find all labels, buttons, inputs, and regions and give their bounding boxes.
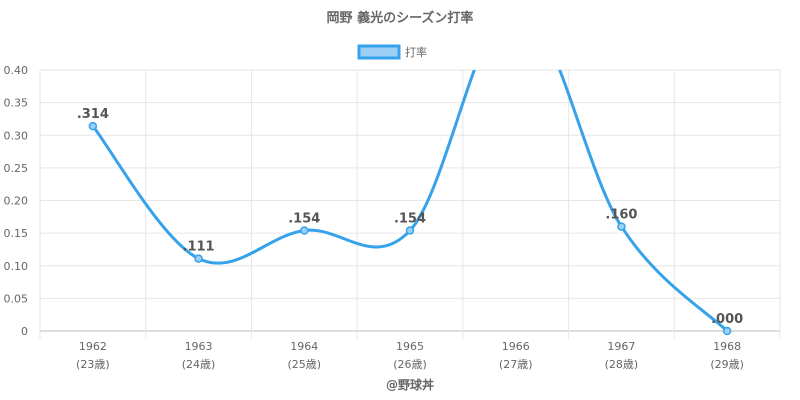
data-point[interactable] (617, 222, 626, 231)
data-point[interactable] (722, 326, 732, 336)
x-tick-label: 1963 (185, 340, 213, 353)
y-tick-label: 0.20 (4, 195, 29, 208)
y-tick-label: 0.10 (4, 260, 29, 273)
x-tick-sublabel: (26歳) (393, 358, 427, 371)
x-tick-sublabel: (23歳) (76, 358, 110, 371)
legend[interactable]: 打率 (357, 44, 427, 60)
y-tick-label: 0.30 (4, 129, 29, 142)
data-point[interactable] (405, 226, 415, 235)
series-batting-average: .314 .111 .154 .154 .160 .000 (77, 70, 743, 336)
data-label: .111 (183, 240, 215, 255)
x-tick-label: 1968 (713, 340, 741, 353)
y-tick-label: 0.15 (4, 227, 29, 240)
data-label: .160 (605, 208, 637, 223)
y-tick-label: 0.25 (4, 162, 29, 175)
x-tick-label: 1965 (396, 340, 424, 353)
data-point[interactable] (88, 121, 98, 131)
data-label: .154 (288, 212, 320, 227)
legend-swatch (357, 44, 401, 60)
x-tick-sublabel: (27歳) (499, 358, 533, 371)
y-axis-ticks: 0 0.05 0.10 0.15 0.20 0.25 0.30 0.35 0.40 (4, 64, 29, 338)
x-tick-label: 1966 (502, 340, 530, 353)
x-tick-label: 1967 (607, 340, 635, 353)
y-tick-label: 0.05 (4, 292, 29, 305)
data-label: .000 (711, 312, 743, 327)
x-tick-label: 1962 (79, 340, 107, 353)
x-tick-sublabel: (29歳) (710, 358, 744, 371)
y-tick-label: 0 (21, 325, 28, 338)
y-tick-label: 0.40 (4, 64, 29, 77)
data-point[interactable] (300, 226, 309, 235)
grid (39, 69, 781, 339)
legend-label: 打率 (405, 45, 427, 59)
credit-label: @野球丼 (386, 377, 434, 392)
x-axis-ticks: 1962 (23歳) 1963 (24歳) 1964 (25歳) 1965 (26歳) 1966… (76, 340, 744, 371)
x-tick-sublabel: (24歳) (182, 358, 216, 371)
data-label: .314 (77, 107, 109, 122)
x-tick-label: 1964 (290, 340, 318, 353)
data-point[interactable] (194, 254, 203, 263)
x-tick-sublabel: (28歳) (605, 358, 639, 371)
chart-title: 岡野 義光のシーズン打率 (327, 10, 474, 26)
data-label: .154 (394, 212, 426, 227)
x-tick-sublabel: (25歳) (287, 358, 321, 371)
y-tick-label: 0.35 (4, 97, 29, 110)
